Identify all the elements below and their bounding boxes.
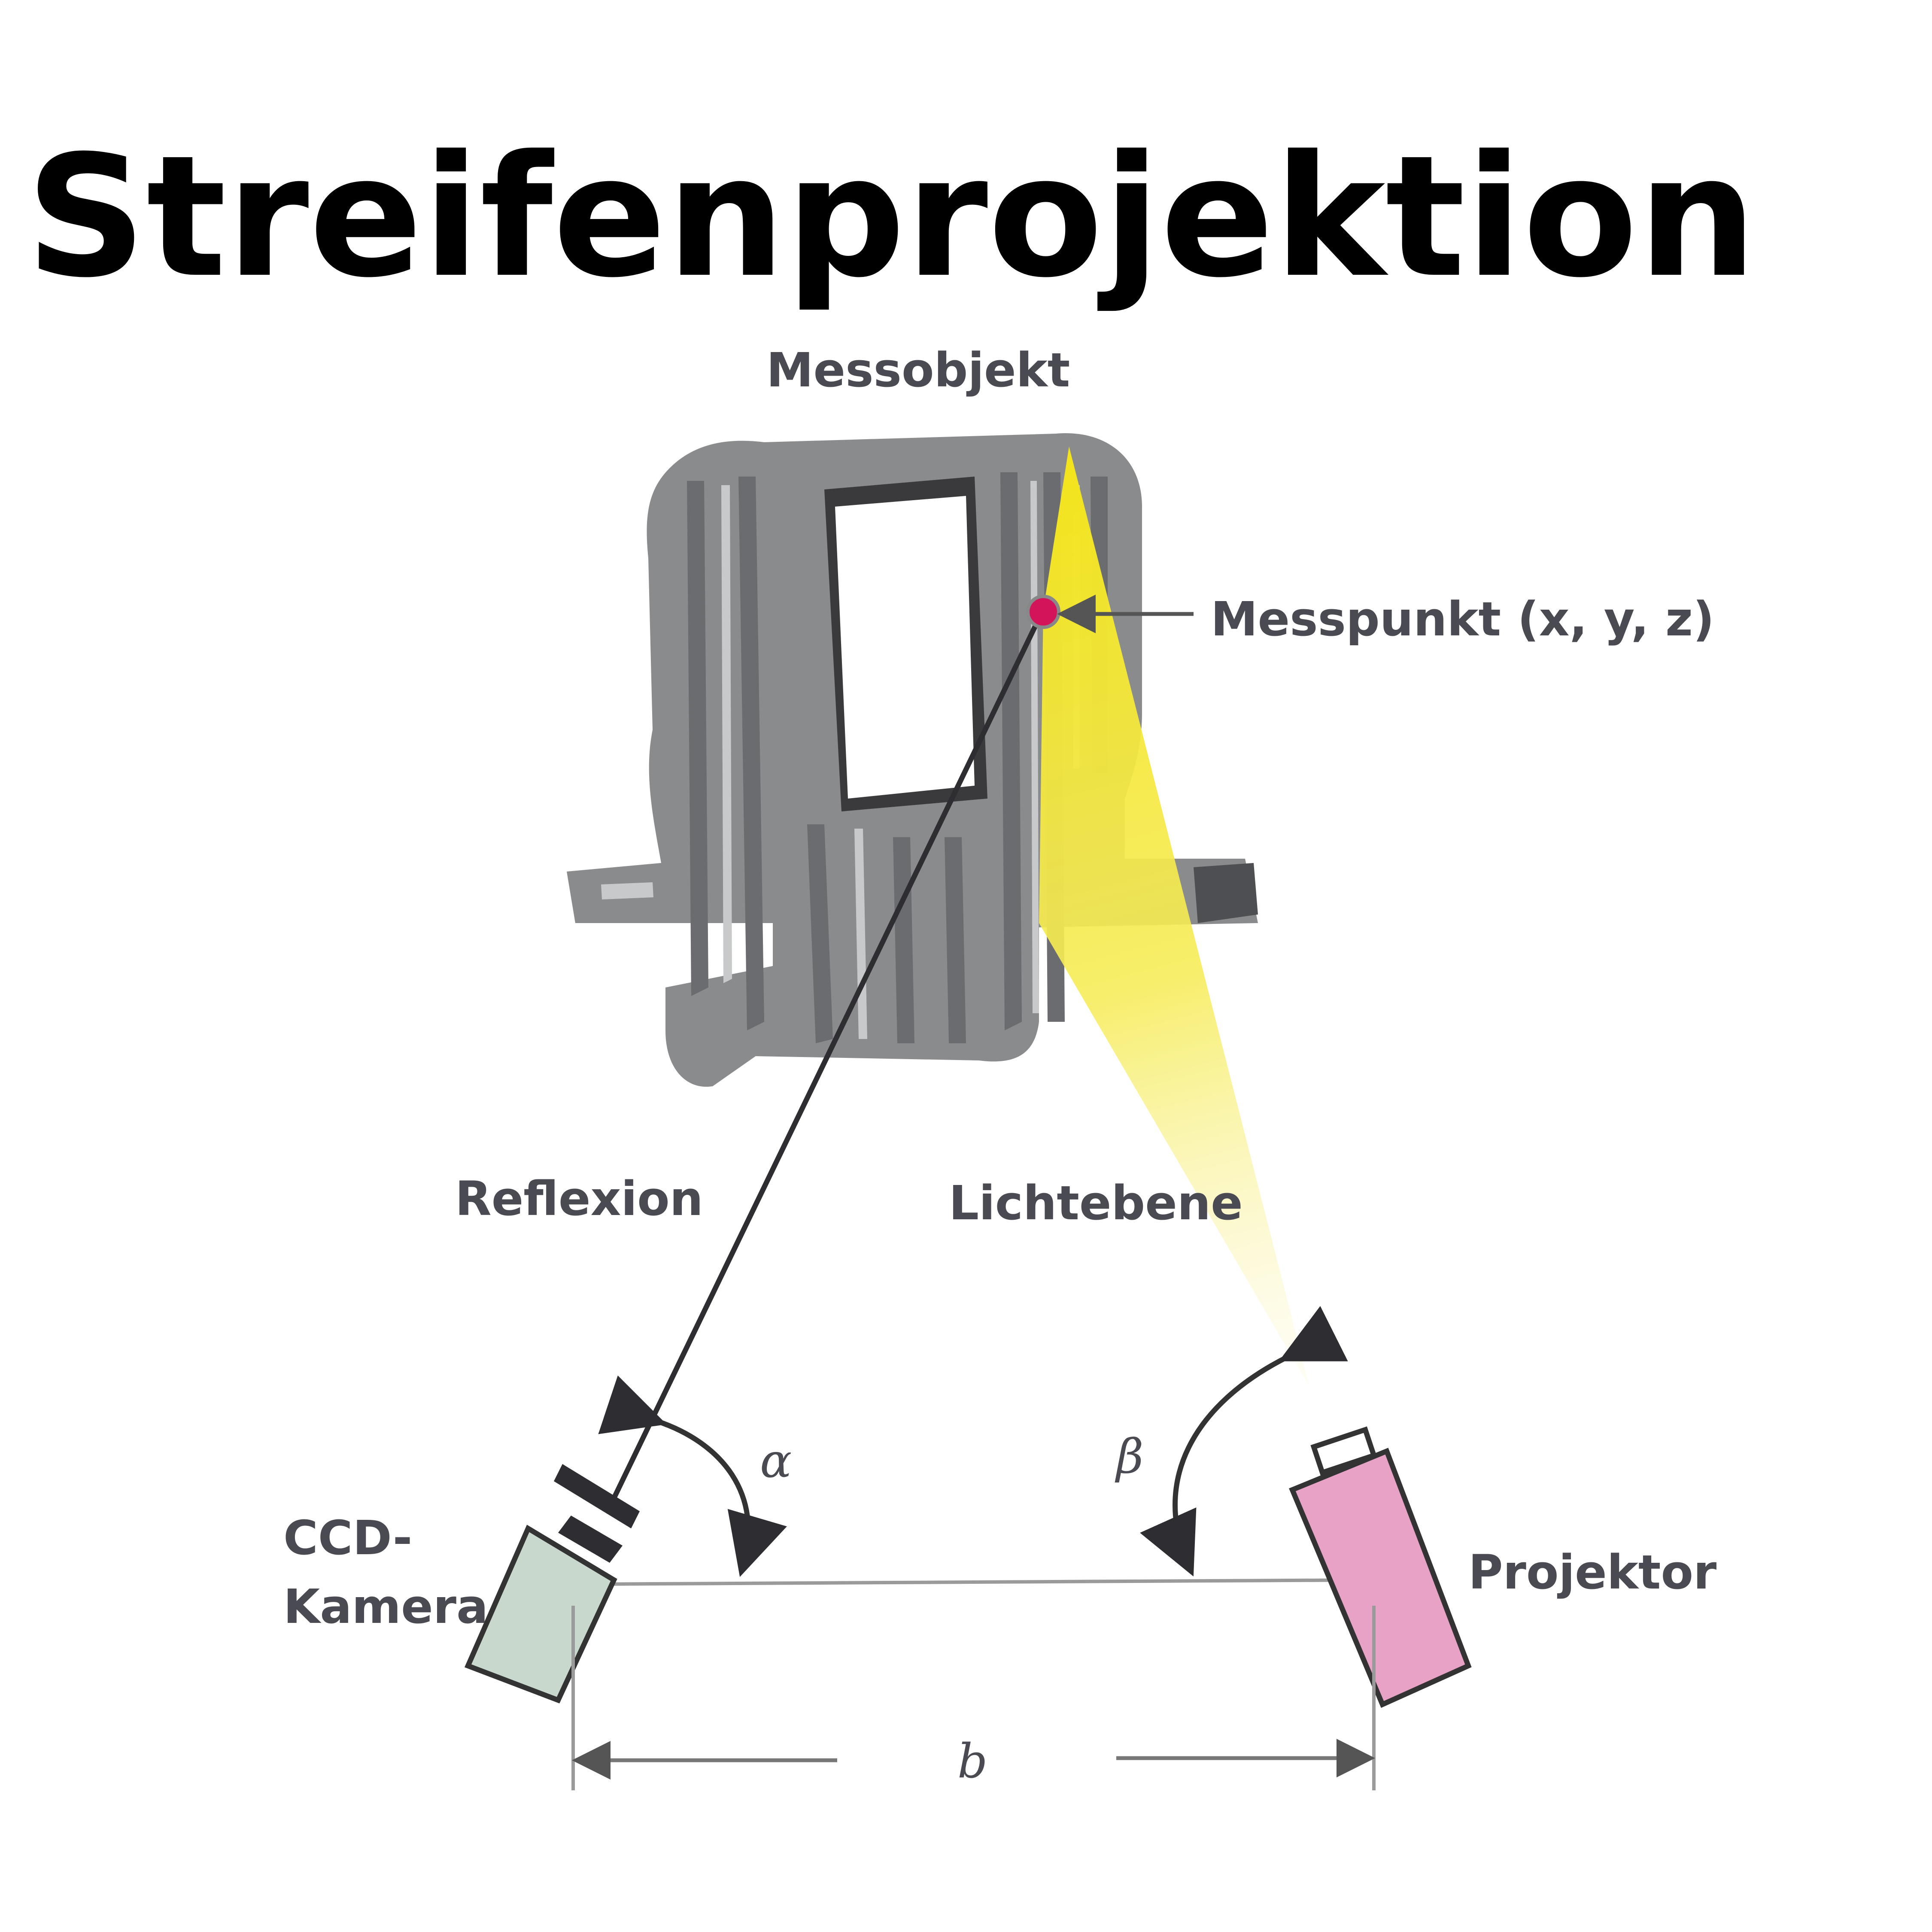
label-ccd-line1: CCD- [283, 1510, 412, 1565]
label-messobjekt: Messobjekt [766, 343, 1070, 398]
camera-lens [554, 1464, 640, 1528]
label-ccd-line2: Kamera [283, 1579, 488, 1634]
object-right-tab [1194, 863, 1258, 923]
projector-body [1289, 1448, 1472, 1708]
label-reflexion: Reflexion [455, 1171, 703, 1226]
label-alpha: α [760, 1433, 792, 1488]
projector [1289, 1426, 1472, 1708]
measurement-point [1026, 595, 1060, 629]
ccd-camera [464, 1464, 640, 1704]
angle-alpha-arc [598, 1375, 787, 1577]
baseline-line [575, 1578, 1374, 1586]
label-baseline-b: b [957, 1734, 987, 1789]
object-stripes [687, 472, 1108, 1043]
page-title: Streifenprojektion [26, 119, 1757, 314]
angle-beta-arc [1140, 1306, 1348, 1577]
camera-body [464, 1525, 617, 1704]
label-messpunkt: Messpunkt (x, y, z) [1211, 592, 1714, 647]
label-beta: β [1115, 1429, 1144, 1484]
label-lichtebene: Lichtebene [949, 1176, 1243, 1230]
reflection-ray [607, 611, 1044, 1510]
light-plane [1039, 447, 1309, 1387]
label-projektor: Projektor [1468, 1545, 1716, 1600]
dimension-b: b [571, 1606, 1376, 1790]
